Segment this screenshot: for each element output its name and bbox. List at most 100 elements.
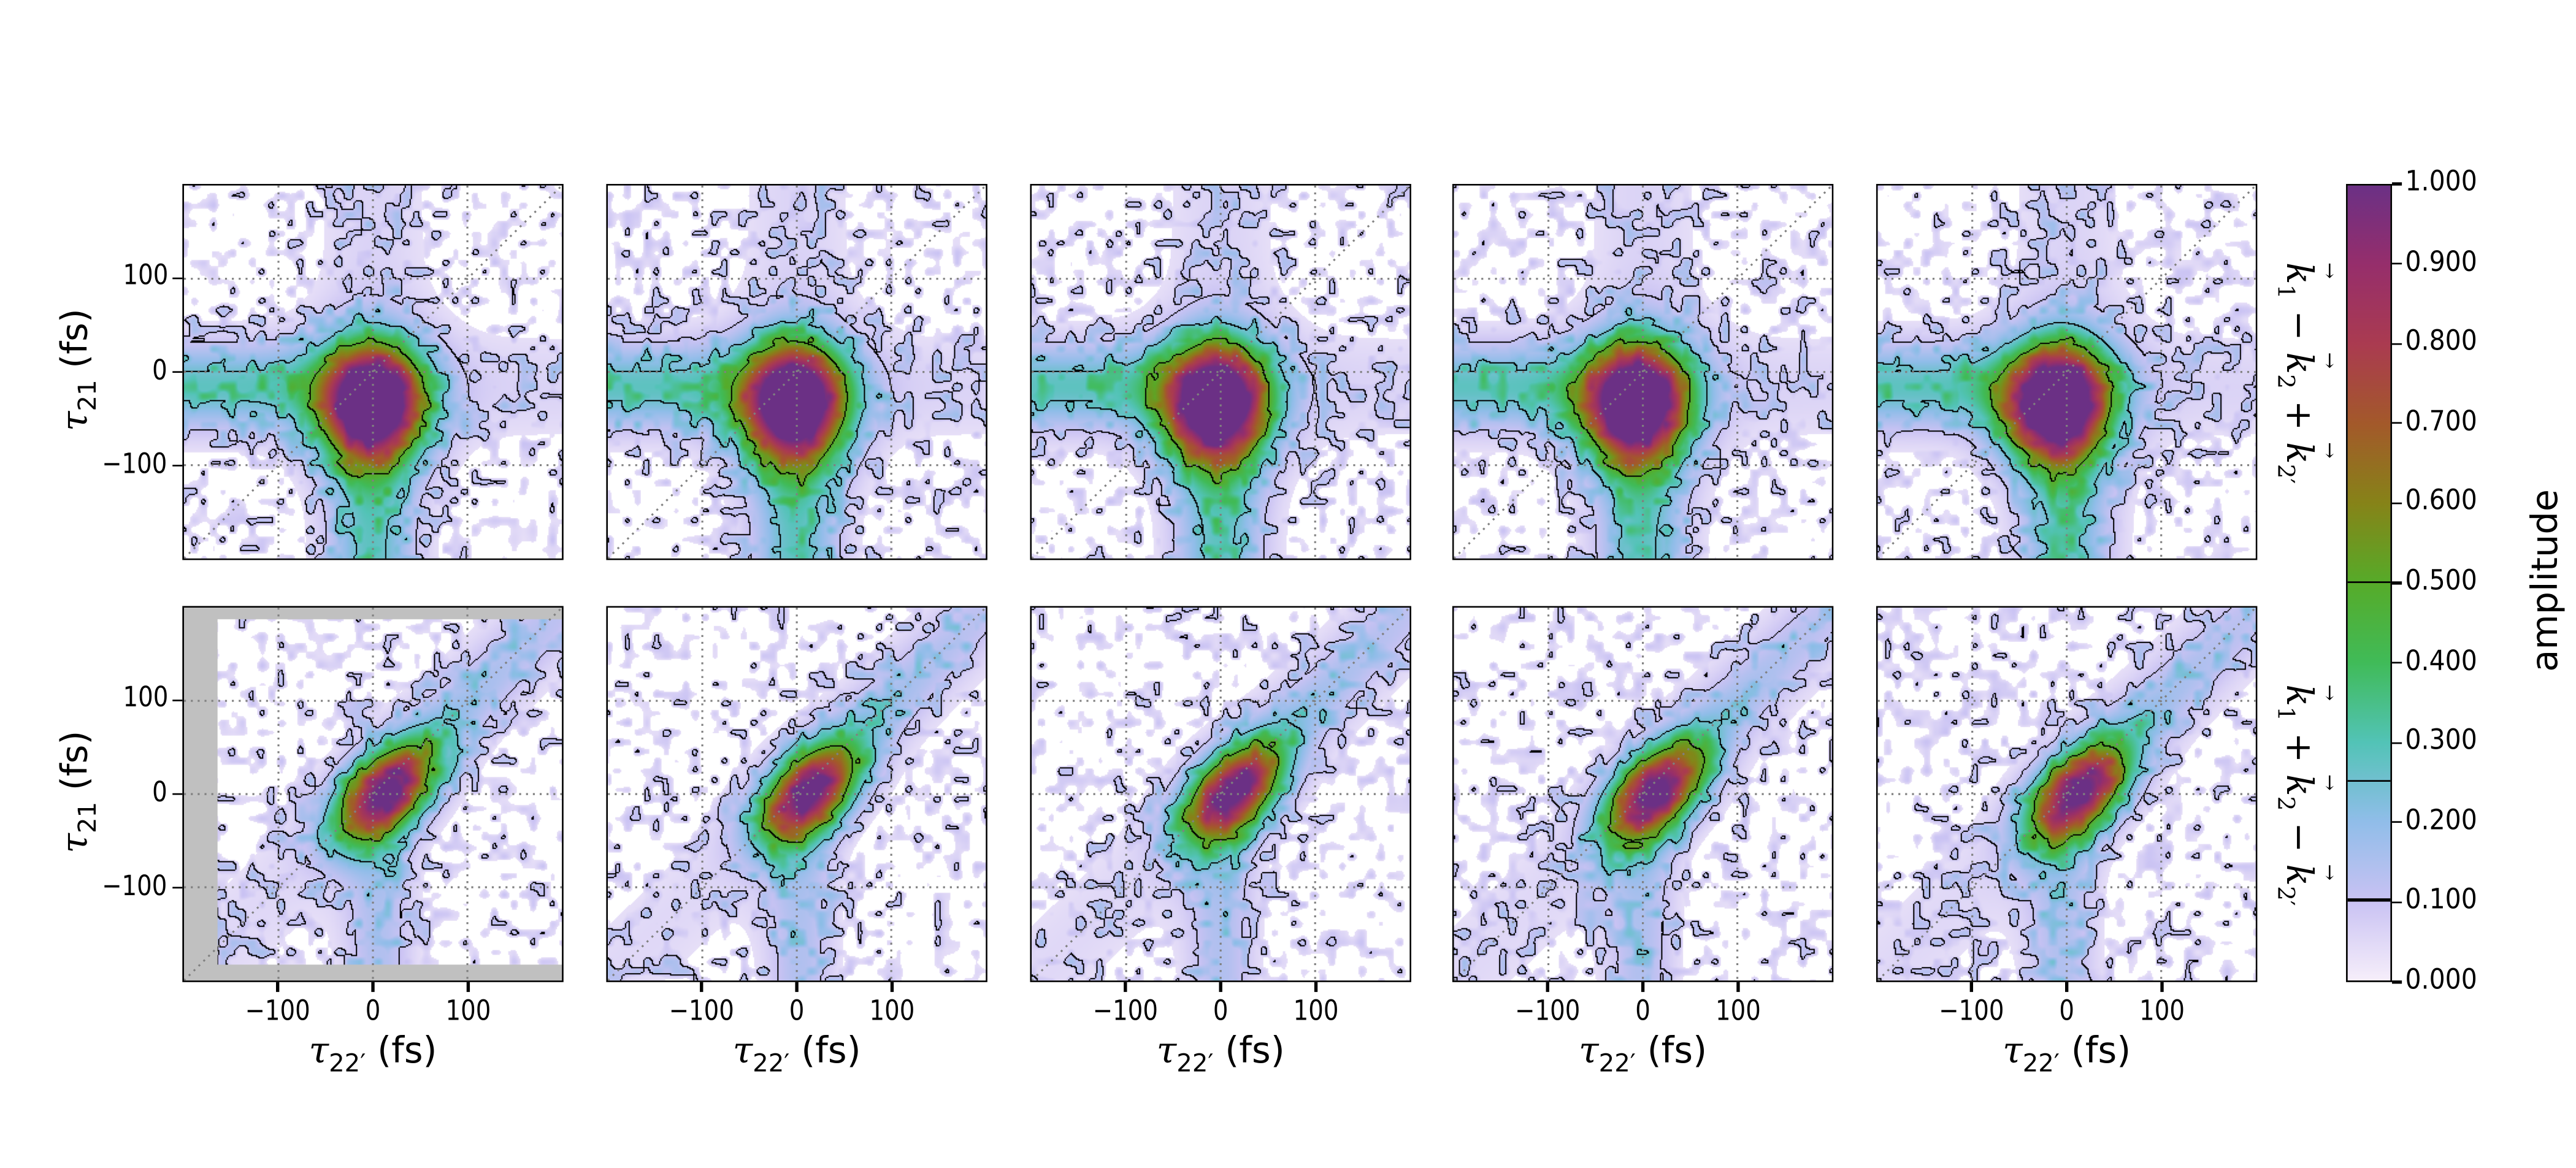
label-text: −100 xyxy=(1515,995,1581,1028)
y-tick-label: 0 xyxy=(152,354,168,387)
heatmap-panel xyxy=(1030,184,1411,560)
label-text: (fs) xyxy=(377,1031,437,1073)
label-text: 0 xyxy=(365,995,381,1028)
grid-overlay xyxy=(1032,185,1410,559)
y-tick xyxy=(172,371,183,373)
x-tick xyxy=(2161,982,2163,992)
x-tick-label: −100 xyxy=(1492,998,1603,1027)
x-tick xyxy=(795,982,798,992)
label-text: 22′ xyxy=(1176,1048,1214,1078)
x-tick xyxy=(1124,982,1127,992)
x-tick xyxy=(1314,982,1317,992)
x-tick xyxy=(1641,982,1644,992)
x-tick-label: 0 xyxy=(1587,998,1699,1027)
x-tick-label: 0 xyxy=(2011,998,2123,1027)
heatmap-panel xyxy=(1452,184,1834,560)
subscript: 21 xyxy=(72,379,102,410)
label-text: 22′ xyxy=(753,1048,790,1078)
grid-overlay xyxy=(608,185,986,559)
subscript: 1 xyxy=(2272,283,2298,298)
label-text: k xyxy=(2277,774,2318,796)
colorbar-tick xyxy=(2392,183,2402,185)
label-text: 100 xyxy=(122,682,168,715)
heatmap-panel xyxy=(1030,606,1411,982)
x-tick xyxy=(1219,982,1222,992)
label-text: 0 xyxy=(152,354,168,387)
label-text: 0.700 xyxy=(2405,405,2477,438)
label-text: −100 xyxy=(102,869,168,903)
label-text: 0.400 xyxy=(2405,644,2477,678)
x-tick xyxy=(467,982,469,992)
colorbar-tick-label: 0.700 xyxy=(2405,408,2477,437)
x-tick xyxy=(1970,982,1972,992)
label-text: τ xyxy=(55,410,97,430)
label-text: τ xyxy=(1156,1031,1177,1073)
colorbar-tick xyxy=(2392,262,2402,265)
subscript: 2 xyxy=(2272,795,2298,810)
colorbar-tick xyxy=(2392,502,2402,505)
label-text: 100 xyxy=(1293,995,1339,1028)
grid-overlay xyxy=(1454,185,1832,559)
y-tick-label: −100 xyxy=(102,869,168,903)
label-text: 100 xyxy=(869,995,915,1028)
label-text: τ xyxy=(2003,1031,2023,1073)
grid-overlay xyxy=(1454,608,1832,981)
label-text: k xyxy=(2277,863,2318,885)
subscript: 22′ xyxy=(1176,1048,1213,1078)
label-text: −100 xyxy=(245,995,310,1028)
y-tick-label: 100 xyxy=(122,262,167,291)
colorbar-tick xyxy=(2392,422,2402,425)
x-tick-label: −100 xyxy=(1070,998,1181,1027)
label-text: 1.000 xyxy=(2405,166,2477,199)
label-text: 21 xyxy=(72,801,102,833)
label-text: τ xyxy=(309,1031,329,1073)
label-text: amplitude xyxy=(2526,489,2567,672)
label-text: 21 xyxy=(72,379,102,411)
label-text: 100 xyxy=(445,995,491,1028)
colorbar xyxy=(2346,184,2393,982)
label-text: 0.900 xyxy=(2405,245,2477,279)
x-tick xyxy=(1737,982,1739,992)
label-text: (fs) xyxy=(1647,1031,1708,1073)
label-text: 22′ xyxy=(1598,1048,1636,1078)
grid-overlay xyxy=(1032,608,1410,981)
label-text: 0 xyxy=(789,995,805,1028)
colorbar-tick-label: 0.100 xyxy=(2405,887,2477,915)
colorbar-tick xyxy=(2392,981,2402,983)
heatmap-panel xyxy=(182,184,564,560)
colorbar-tick xyxy=(2392,901,2402,904)
label-text: 22′ xyxy=(329,1048,366,1078)
label-text: + xyxy=(2277,387,2319,441)
x-tick xyxy=(891,982,894,992)
y-axis-label: τ21 (fs) xyxy=(56,270,102,467)
x-tick xyxy=(1546,982,1549,992)
colorbar-tick-label: 0.800 xyxy=(2405,328,2477,357)
label-text: 2 xyxy=(2271,795,2298,811)
label-text: 0.200 xyxy=(2405,804,2477,838)
colorbar-contour-line xyxy=(2347,581,2391,583)
label-text: −100 xyxy=(669,995,734,1028)
y-tick xyxy=(172,699,183,701)
colorbar-tick-label: 0.300 xyxy=(2405,727,2477,756)
y-axis-label: τ21 (fs) xyxy=(56,693,102,890)
colorbar-tick-label: 0.400 xyxy=(2405,644,2477,678)
x-tick-label: −100 xyxy=(222,998,334,1027)
y-tick-label: 100 xyxy=(122,682,168,715)
colorbar-tick-label: 0.000 xyxy=(2405,966,2477,996)
x-tick-label: 100 xyxy=(1682,998,1794,1027)
label-text: k xyxy=(2277,684,2318,706)
label-text: τ xyxy=(1579,1031,1599,1073)
grid-overlay xyxy=(1877,608,2256,981)
x-tick-label: 0 xyxy=(317,998,429,1027)
label-text: k xyxy=(2277,262,2318,284)
row-label: k1 − k2 + k2′ xyxy=(2272,224,2318,520)
label-text: 0.500 xyxy=(2405,565,2477,598)
label-text: − xyxy=(2277,298,2319,352)
colorbar-tick-label: 0.200 xyxy=(2405,807,2477,836)
x-tick-label: 100 xyxy=(1260,998,1371,1027)
label-text: 1 xyxy=(2271,283,2298,299)
grid-overlay xyxy=(184,185,562,559)
label-text: 1 xyxy=(2271,705,2298,720)
x-tick-label: −100 xyxy=(1915,998,2027,1027)
label-text: 2′ xyxy=(2271,463,2298,483)
